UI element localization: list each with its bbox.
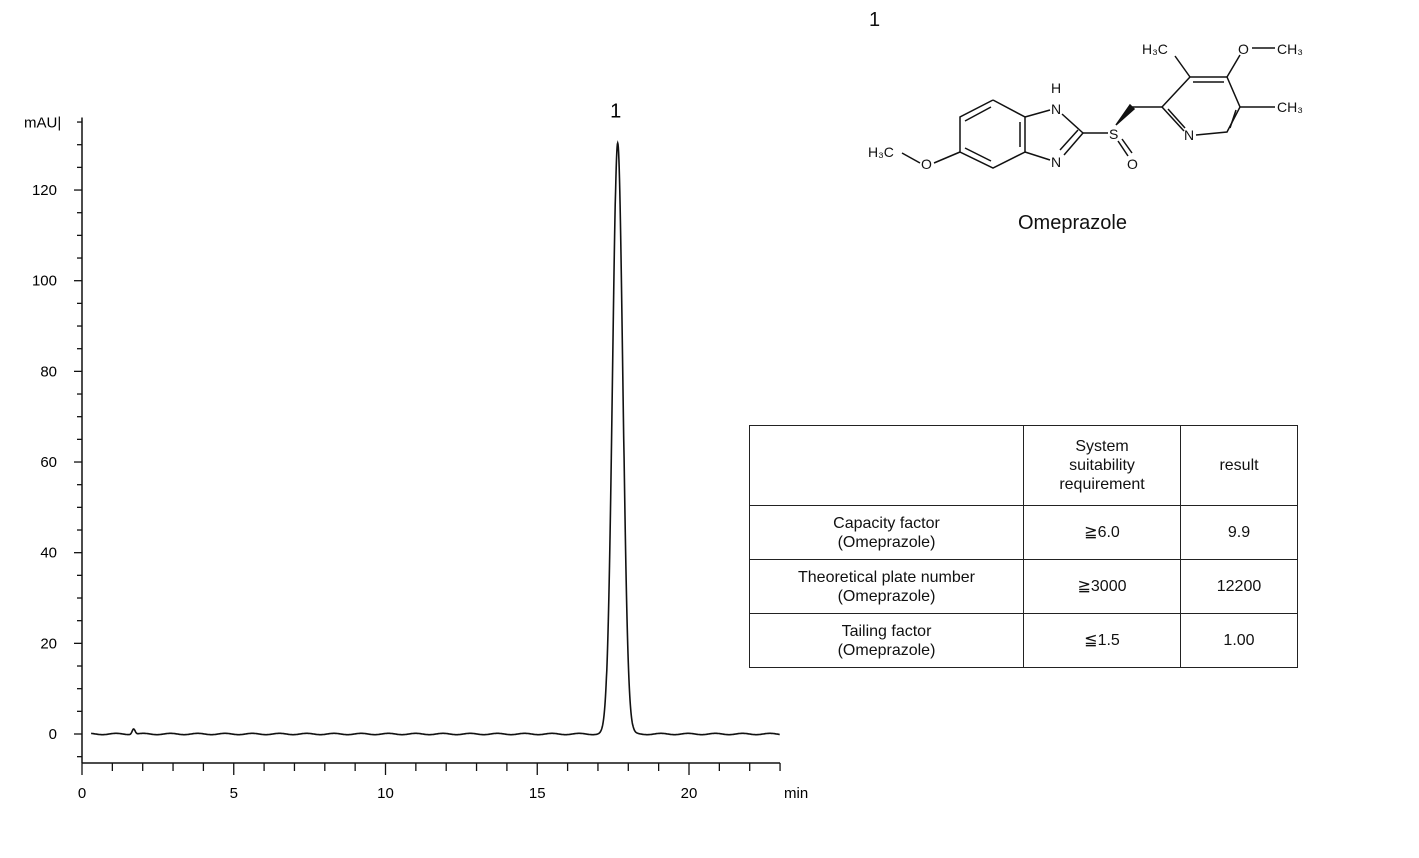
req-cell: ≦1.5 — [1023, 613, 1181, 668]
structure-bonds — [901, 47, 1275, 169]
param-cell: Capacity factor (Omeprazole) — [749, 505, 1024, 560]
y-axis-label: mAU| — [24, 115, 61, 132]
x-tick-label: 0 — [78, 785, 86, 802]
param-name: Theoretical plate number — [798, 568, 975, 586]
compound-number: 1 — [869, 9, 881, 31]
atom-n: N — [1051, 154, 1061, 170]
x-tick-label: 20 — [681, 785, 698, 802]
x-axis-label: min — [784, 785, 808, 802]
atom-h: H — [1051, 80, 1061, 96]
result-cell: 9.9 — [1180, 505, 1298, 560]
chromatogram-trace — [91, 140, 780, 736]
compound-name: Omeprazole — [1018, 212, 1127, 234]
atom-o: O — [921, 156, 932, 172]
header-cell: System suitability requirement — [1023, 425, 1181, 506]
req-cell: ≧6.0 — [1023, 505, 1181, 560]
result-cell: 1.00 — [1180, 613, 1298, 668]
methyl-label: H₃C — [868, 144, 894, 160]
result-cell: 12200 — [1180, 559, 1298, 614]
table-header-row: System suitability requirement result — [749, 425, 1298, 506]
x-tick-label: 15 — [529, 785, 546, 802]
req-cell: ≧3000 — [1023, 559, 1181, 614]
system-suitability-table: System suitability requirement result Ca… — [749, 425, 1298, 668]
param-cell: Tailing factor (Omeprazole) — [749, 613, 1024, 668]
structure-atoms: H N N S O N O H₃C H₃C O CH₃ CH₃ — [868, 41, 1303, 172]
atom-o: O — [1127, 156, 1138, 172]
header-cell: result — [1180, 425, 1298, 506]
param-name: Tailing factor — [841, 622, 932, 640]
param-sub: (Omeprazole) — [837, 533, 936, 551]
x-tick-label: 5 — [230, 785, 238, 802]
requirement-header: System suitability requirement — [1059, 438, 1145, 493]
y-tick-label: 120 — [32, 182, 57, 199]
y-tick-label: 100 — [32, 273, 57, 290]
x-tick-label: 10 — [377, 785, 394, 802]
y-tick-label: 40 — [40, 545, 57, 562]
param-sub: (Omeprazole) — [837, 641, 936, 659]
y-tick-label: 0 — [49, 726, 57, 743]
methyl-label: CH₃ — [1277, 99, 1303, 115]
methyl-label: H₃C — [1142, 41, 1168, 57]
methyl-label: CH₃ — [1277, 41, 1303, 57]
atom-s: S — [1109, 126, 1118, 142]
param-sub: (Omeprazole) — [837, 587, 936, 605]
y-tick-label: 20 — [40, 635, 57, 652]
atom-o: O — [1238, 41, 1249, 57]
header-cell — [749, 425, 1024, 506]
param-name: Capacity factor — [833, 514, 940, 532]
param-cell: Theoretical plate number (Omeprazole) — [749, 559, 1024, 614]
table-row: Theoretical plate number (Omeprazole) ≧30… — [749, 559, 1298, 614]
atom-n: N — [1184, 127, 1194, 143]
y-tick-label: 80 — [40, 363, 57, 380]
atom-n: N — [1051, 101, 1061, 117]
table-row: Tailing factor (Omeprazole) ≦1.5 1.00 — [749, 613, 1298, 668]
peak-label: 1 — [610, 100, 621, 122]
table-row: Capacity factor (Omeprazole) ≧6.0 9.9 — [749, 505, 1298, 560]
y-tick-label: 60 — [40, 454, 57, 471]
